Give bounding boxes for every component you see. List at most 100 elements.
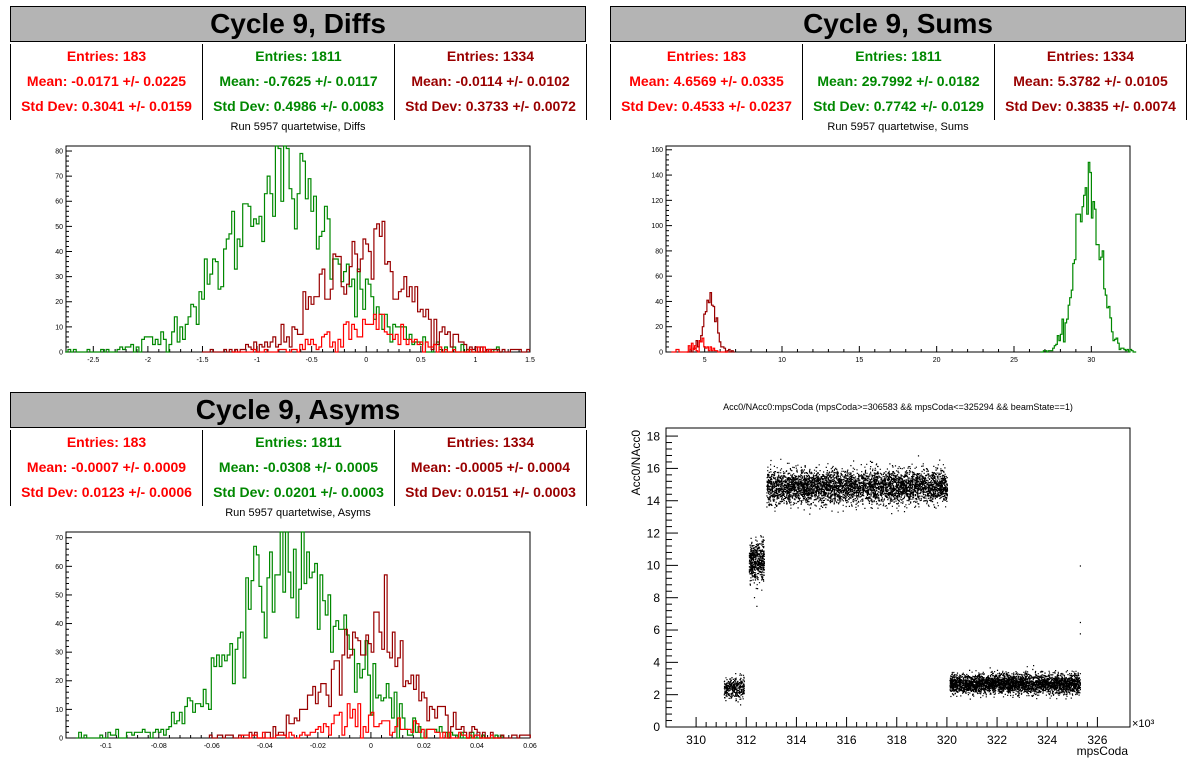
asyms-subtitle: Run 5957 quartetwise, Asyms — [225, 507, 371, 519]
x-tick-label: 0.5 — [416, 357, 426, 364]
y-tick-label: 0 — [59, 349, 63, 356]
x-tick-label: 0.06 — [523, 743, 537, 750]
acc0-axes: 310 312 314 316 318 320 322 324 326 0 2 4 6 8 10 12 14 16… — [647, 427, 1131, 747]
sums-stats-col: Entries: 1334 Mean: 5.3782 +/- 0.0105 St… — [994, 44, 1187, 120]
asyms-stats-box: Entries: 183 Mean: -0.0007 +/- 0.0009 St… — [10, 430, 587, 506]
stat-std: Std Dev: 0.3041 +/- 0.0159 — [21, 98, 192, 114]
y-tick-label: 14 — [647, 494, 661, 508]
y-tick-label: 140 — [651, 173, 663, 180]
y-tick-label: 8 — [653, 591, 660, 605]
y-tick-label: 60 — [655, 274, 663, 281]
y-tick-label: 80 — [55, 148, 63, 155]
asyms-title: Cycle 9, Asyms — [10, 392, 586, 428]
acc0-frame — [665, 427, 1131, 728]
y-tick-label: 60 — [55, 564, 63, 571]
asyms-stats-col: Entries: 1334 Mean: -0.0005 +/- 0.0004 S… — [394, 430, 587, 506]
x-tick-label: 25 — [1010, 357, 1018, 364]
y-tick-label: 10 — [55, 707, 63, 714]
x-tick-label: -2.5 — [87, 357, 99, 364]
y-tick-label: 30 — [55, 274, 63, 281]
sums-stats-col: Entries: 183 Mean: 4.6569 +/- 0.0335 Std… — [610, 44, 803, 120]
x-tick-label: 0 — [364, 357, 368, 364]
scatter-cluster — [748, 535, 765, 599]
stat-entries: Entries: 183 — [66, 434, 147, 450]
scatter-points — [723, 455, 1081, 706]
diffs-stats-col: Entries: 1811 Mean: -0.7625 +/- 0.0117 S… — [202, 44, 395, 120]
x-tick-label: 1.5 — [525, 357, 535, 364]
stat-entries: Entries: 1811 — [255, 434, 342, 450]
y-tick-label: 16 — [647, 462, 661, 476]
y-tick-label: 100 — [651, 223, 663, 230]
stat-std: Std Dev: 0.4986 +/- 0.0083 — [213, 98, 384, 114]
x-tick-label: -0.04 — [257, 743, 273, 750]
x-tick-label: 30 — [1087, 357, 1095, 364]
diffs-stats-col: Entries: 183 Mean: -0.0171 +/- 0.0225 St… — [10, 44, 203, 120]
diffs-subtitle: Run 5957 quartetwise, Diffs — [230, 121, 366, 133]
x-tick-label: 316 — [837, 733, 857, 747]
y-tick-label: 160 — [651, 147, 663, 154]
y-tick-label: 60 — [55, 199, 63, 206]
diffs-axes: -2.5 -2 -1.5 -1 -0.5 0 0.5 1 1.5 0 10 20 30 40 50 60 70 8… — [55, 145, 535, 364]
y-tick-label: 40 — [55, 249, 63, 256]
x-tick-label: -2 — [145, 357, 151, 364]
x-tick-label: 318 — [887, 733, 907, 747]
x-tick-label: 314 — [786, 733, 806, 747]
stat-mean: Mean: 29.7992 +/- 0.0182 — [817, 73, 980, 89]
stat-entries: Entries: 1334 — [1046, 48, 1135, 64]
stat-std: Std Dev: 0.3733 +/- 0.0072 — [405, 98, 576, 114]
sums-histogram-series — [671, 337, 729, 353]
x-tick-label: 322 — [987, 733, 1007, 747]
diffs-stats-col: Entries: 1334 Mean: -0.0114 +/- 0.0102 S… — [394, 44, 587, 120]
y-tick-label: 50 — [55, 224, 63, 231]
y-tick-label: 50 — [55, 592, 63, 599]
y-tick-label: 18 — [647, 429, 661, 443]
sums-subtitle: Run 5957 quartetwise, Sums — [827, 121, 969, 133]
x-tick-label: -0.1 — [100, 743, 112, 750]
y-tick-label: 0 — [59, 735, 63, 742]
y-tick-label: 12 — [647, 526, 661, 540]
diffs-frame — [65, 145, 531, 353]
y-tick-label: 20 — [55, 299, 63, 306]
stat-std: Std Dev: 0.0201 +/- 0.0003 — [213, 484, 384, 500]
y-tick-label: 70 — [55, 535, 63, 542]
stat-entries: Entries: 183 — [66, 48, 147, 64]
y-tick-label: 80 — [655, 248, 663, 255]
stat-entries: Entries: 183 — [666, 48, 747, 64]
x-tick-label: 15 — [855, 357, 863, 364]
x-axis-label: mpsCoda — [1077, 744, 1129, 758]
stat-mean: Mean: -0.0114 +/- 0.0102 — [411, 73, 570, 89]
stat-mean: Mean: -0.0007 +/- 0.0009 — [26, 459, 187, 475]
sums-histogram-series — [1040, 161, 1137, 353]
x-tick-label: 10 — [778, 357, 786, 364]
stat-std: Std Dev: 0.0123 +/- 0.0006 — [21, 484, 192, 500]
x-tick-label: -1.5 — [196, 357, 208, 364]
y-tick-label: 20 — [55, 678, 63, 685]
sums-frame — [665, 145, 1131, 353]
x-tick-label: 0.04 — [470, 743, 484, 750]
y-tick-label: 40 — [55, 621, 63, 628]
stat-mean: Mean: 4.6569 +/- 0.0335 — [629, 73, 784, 89]
sums-axes: 5 10 15 20 25 30 0 20 40 60 80 100 120 140 160 — [651, 145, 1131, 364]
sums-stats-box: Entries: 183 Mean: 4.6569 +/- 0.0335 Std… — [610, 44, 1187, 120]
x-tick-label: -1 — [254, 357, 260, 364]
stat-std: Std Dev: 0.7742 +/- 0.0129 — [813, 98, 984, 114]
x-tick-label: 0.02 — [417, 743, 431, 750]
y-tick-label: 0 — [653, 720, 660, 734]
sums-stats-col: Entries: 1811 Mean: 29.7992 +/- 0.0182 S… — [802, 44, 995, 120]
diffs-histogram-series — [231, 313, 499, 353]
y-tick-label: 70 — [55, 174, 63, 181]
x-tick-label: 1 — [473, 357, 477, 364]
y-tick-label: 40 — [655, 299, 663, 306]
y-tick-label: 2 — [653, 688, 660, 702]
x-tick-label: 324 — [1037, 733, 1057, 747]
stat-std: Std Dev: 0.4533 +/- 0.0237 — [621, 98, 792, 114]
scatter-cluster — [949, 665, 1081, 700]
y-tick-label: 0 — [659, 349, 663, 356]
asyms-histogram-series — [208, 574, 531, 739]
y-tick-label: 6 — [653, 623, 660, 637]
asyms-stats-col: Entries: 183 Mean: -0.0007 +/- 0.0009 St… — [10, 430, 203, 506]
x-tick-label: 5 — [703, 357, 707, 364]
diffs-stats-box: Entries: 183 Mean: -0.0171 +/- 0.0225 St… — [10, 44, 587, 120]
asyms-histogram-series — [76, 531, 504, 739]
stat-std: Std Dev: 0.3835 +/- 0.0074 — [1005, 98, 1176, 114]
